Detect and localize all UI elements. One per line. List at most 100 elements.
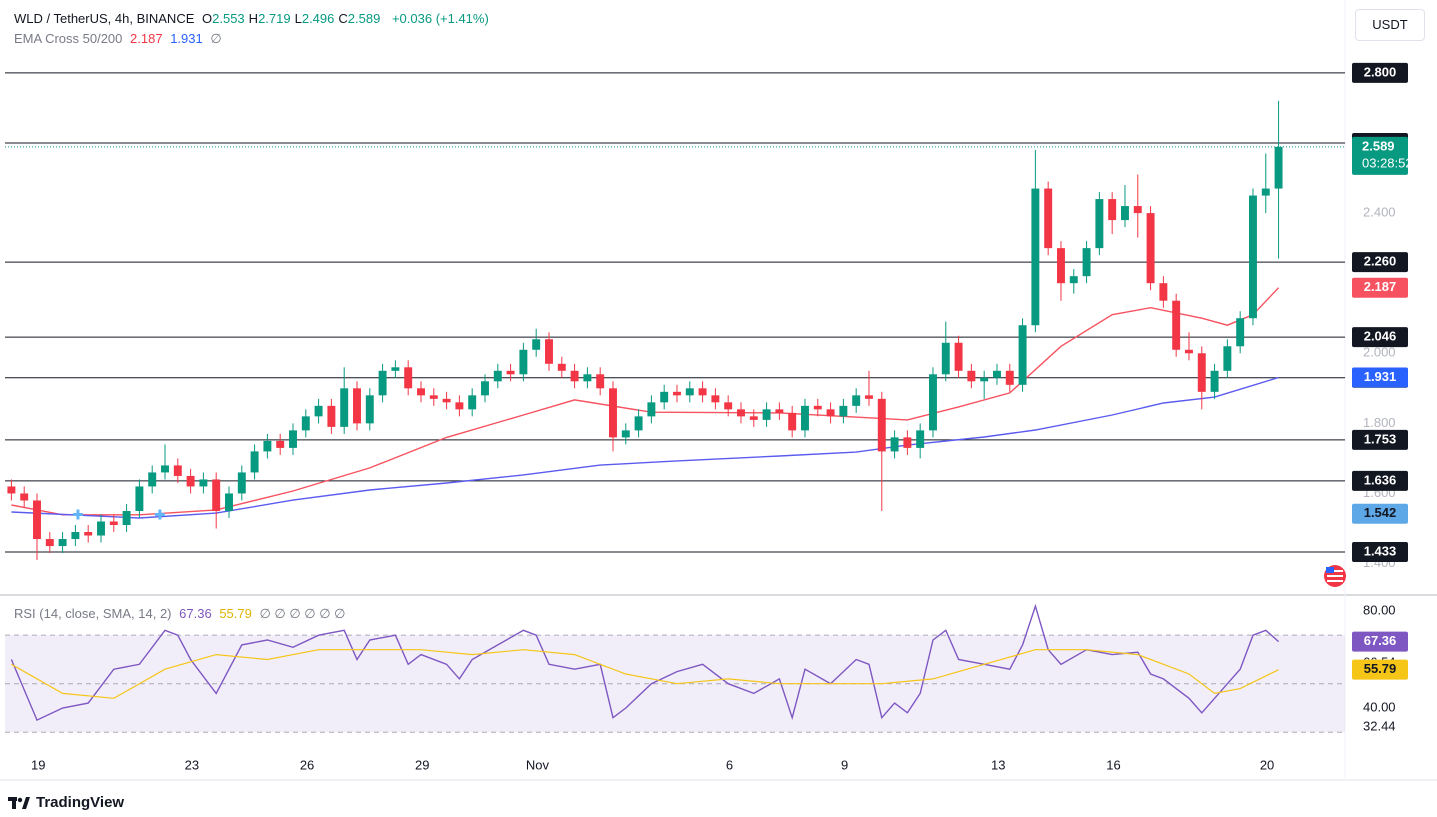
candle-body [557, 363, 566, 371]
candle-body [429, 395, 438, 399]
candle-body [852, 395, 861, 406]
ohlc-key: H [248, 11, 259, 26]
candle-body [7, 486, 16, 494]
ema50-label: 2.187 [1364, 279, 1397, 294]
ema200-label: 1.931 [1364, 369, 1397, 384]
candle-body [378, 370, 387, 396]
candle-body [967, 370, 976, 382]
currency-flag [1324, 565, 1346, 587]
brand-logo [8, 796, 30, 809]
level-label: 2.260 [1364, 254, 1397, 269]
candle-body [109, 521, 118, 526]
candle-body [660, 391, 669, 403]
candle-body [173, 465, 182, 476]
candle-body [493, 370, 502, 382]
x-tick-label: 26 [300, 757, 314, 772]
candle-body [1172, 300, 1181, 350]
candle-body [84, 532, 93, 536]
candle-body [1236, 318, 1245, 347]
countdown: 03:28:52 [1362, 155, 1413, 170]
candle-body [1057, 248, 1065, 284]
ema50-label-box [1352, 277, 1408, 298]
rsi-label: 67.36 [1364, 633, 1397, 648]
candle-body [442, 398, 451, 403]
level-label-box [1352, 470, 1408, 491]
flag-canton [1326, 567, 1334, 573]
candle-body [161, 465, 169, 473]
indicator-title: EMA Cross 50/200 [14, 31, 123, 46]
level-label-box [1352, 62, 1408, 83]
candle-body [711, 395, 720, 403]
candle-body [1082, 248, 1091, 277]
level-label-box [1352, 429, 1408, 450]
candle-body [980, 377, 989, 382]
candle-body [532, 339, 541, 350]
candle-body [391, 367, 400, 371]
candle-body [212, 479, 221, 511]
candle-body [801, 405, 809, 431]
level-label: 1.753 [1364, 431, 1397, 446]
candle-body [865, 395, 873, 399]
candle-body [468, 395, 477, 410]
rsi-line [10, 603, 1280, 722]
ohlc-value: 2.589 [347, 11, 381, 26]
candle-body [698, 388, 707, 396]
candle-body [570, 370, 579, 382]
ohlc-key: C [338, 11, 348, 26]
candle-body [583, 374, 592, 382]
candle-body [609, 388, 617, 438]
candle-body [314, 405, 323, 417]
candle-body [1031, 188, 1040, 326]
symbol-legend: WLD / TetherUS, 4h, BINANCE O2.553 H2.719… [14, 11, 493, 26]
brand: TradingView [8, 794, 124, 811]
candle-body [1146, 213, 1155, 284]
candle-body [365, 395, 374, 424]
y-tick-label: 2.000 [1363, 345, 1396, 360]
candle-body [45, 539, 54, 547]
candle-body [301, 416, 310, 431]
level-label-box [1352, 252, 1408, 273]
price-change: +0.036 (+1.41%) [391, 11, 489, 26]
candle-body [826, 409, 835, 417]
rsi-title: RSI (14, close, SMA, 14, 2) [14, 606, 172, 621]
candle-body [813, 405, 822, 410]
candle-body [455, 402, 464, 410]
candle-body [673, 391, 681, 396]
ema200-label-box [1352, 367, 1408, 388]
candle-body [839, 405, 848, 417]
candle-body [775, 409, 784, 413]
x-tick-label: 16 [1106, 757, 1120, 772]
rsi-side-label: 32.44 [1363, 718, 1396, 733]
candle-body [929, 374, 937, 431]
candle-body [1108, 199, 1117, 221]
candle-body [903, 437, 912, 448]
candle-body [749, 416, 758, 420]
candle-body [941, 342, 950, 375]
candle-body [33, 500, 41, 540]
ohlc-value: 2.553 [212, 11, 245, 26]
candle-body [545, 339, 553, 364]
candle-body [788, 412, 797, 431]
candle-body [762, 409, 771, 420]
indicator-legend: EMA Cross 50/200 2.187 1.931 ∅ [14, 31, 226, 47]
rsi-ma-label-box [1352, 659, 1408, 680]
rsi-legend: RSI (14, close, SMA, 14, 2) 67.36 55.79 … [14, 606, 350, 622]
currency-button[interactable]: USDT [1355, 9, 1425, 41]
x-tick-label: 9 [841, 757, 848, 772]
candle-body [289, 430, 297, 448]
candle-body [1223, 346, 1232, 371]
y-tick-label: 2.400 [1363, 205, 1396, 220]
x-tick-label: Nov [526, 757, 550, 772]
candle-body [58, 539, 67, 547]
level-label: 1.636 [1364, 472, 1397, 487]
level-label: 2.046 [1364, 329, 1397, 344]
candle-body [954, 342, 963, 371]
symbol: WLD / TetherUS, 4h, BINANCE [14, 11, 195, 26]
candle-body [916, 430, 925, 448]
level-label: 1.433 [1364, 543, 1397, 558]
candle-body [993, 370, 1001, 378]
ema50-value: 2.187 [130, 31, 163, 46]
candle-body [122, 510, 131, 526]
rsi-line [11, 649, 1279, 699]
